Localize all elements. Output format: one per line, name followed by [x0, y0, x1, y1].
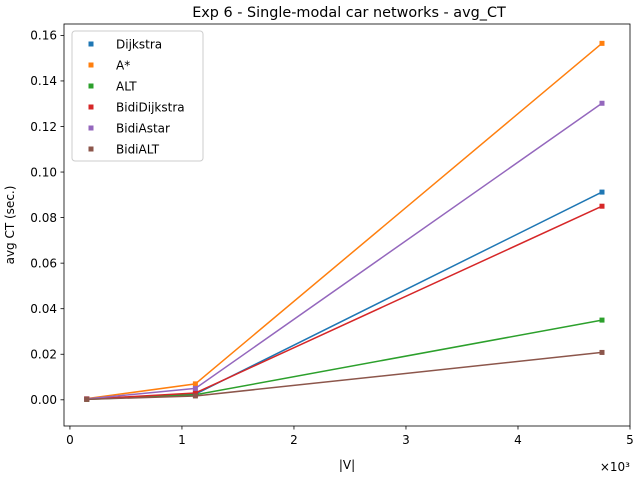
legend-marker — [88, 104, 94, 110]
x-tick-label: 2 — [290, 433, 298, 447]
data-point — [599, 100, 605, 106]
legend-marker — [88, 125, 94, 131]
axes-frame — [63, 23, 631, 427]
x-tick-label: 5 — [626, 433, 634, 447]
data-point — [599, 40, 605, 46]
legend-marker — [88, 83, 94, 89]
legend-label: Dijkstra — [116, 37, 162, 51]
legend-marker — [88, 62, 94, 68]
legend-marker — [88, 41, 94, 47]
y-tick-label: 0.16 — [30, 29, 57, 43]
x-axis-multiplier: ×10³ — [600, 460, 630, 474]
legend-label: BidiALT — [116, 142, 160, 156]
legend-box — [71, 30, 204, 162]
y-tick-label: 0.02 — [30, 348, 57, 362]
data-point — [84, 396, 90, 402]
series-bidialt — [84, 349, 605, 402]
legend-label: BidiDijkstra — [116, 100, 185, 114]
data-point — [192, 390, 198, 396]
data-point — [192, 381, 198, 387]
y-tick-label: 0.10 — [30, 165, 57, 179]
y-axis-label: avg CT (sec.) — [3, 186, 17, 265]
y-tick-label: 0.12 — [30, 120, 57, 134]
axis-ticks: 0 1 2 3 4 5 0.00 0.02 0.04 0.06 0.08 0.10 0.12 0.14 0.… — [30, 29, 634, 447]
y-tick-label: 0.04 — [30, 302, 57, 316]
legend-label: BidiAstar — [116, 121, 170, 135]
x-tick-label: 3 — [402, 433, 410, 447]
data-point — [192, 385, 198, 391]
plot-area — [84, 40, 605, 402]
y-tick-label: 0.00 — [30, 393, 57, 407]
y-tick-label: 0.06 — [30, 256, 57, 270]
chart-title: Exp 6 - Single-modal car networks - avg_… — [192, 5, 506, 21]
data-point — [599, 349, 605, 355]
data-point — [599, 203, 605, 209]
y-tick-label: 0.14 — [30, 74, 57, 88]
data-point — [192, 393, 198, 399]
x-tick-label: 1 — [178, 433, 186, 447]
x-tick-label: 0 — [66, 433, 74, 447]
legend-label: ALT — [116, 79, 137, 93]
legend-label: A* — [116, 58, 130, 72]
legend: Dijkstra A* ALT BidiDijkstra BidiAstar BidiAL… — [71, 30, 204, 162]
x-axis-label: |V| — [339, 458, 355, 472]
data-point — [599, 317, 605, 323]
x-tick-label: 4 — [514, 433, 522, 447]
data-point — [599, 189, 605, 195]
y-tick-label: 0.08 — [30, 211, 57, 225]
legend-marker — [88, 146, 94, 152]
